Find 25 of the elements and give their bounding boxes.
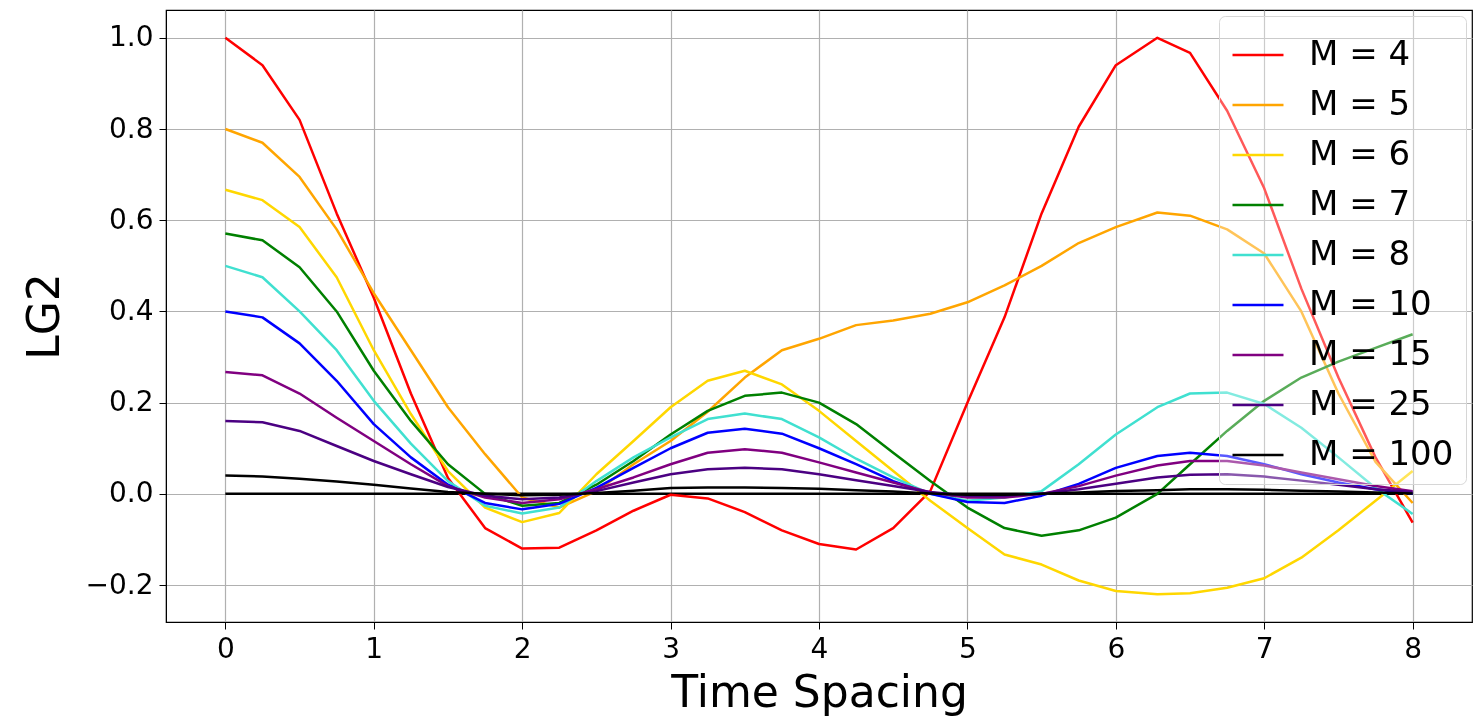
x-tick-label: 3	[662, 631, 681, 665]
x-tick-label: 5	[959, 631, 977, 665]
y-tick-label: 0.4	[108, 293, 154, 327]
x-tick-label: 8	[1404, 631, 1423, 665]
y-tick-label: 0.2	[108, 385, 154, 419]
legend-label: M = 8	[1309, 233, 1411, 273]
x-tick-label: 6	[1107, 631, 1126, 665]
legend-label: M = 6	[1309, 133, 1411, 173]
y-tick-label: 0.8	[108, 111, 154, 145]
y-tick-label: 0.6	[108, 202, 154, 236]
x-axis-title: Time Spacing	[670, 665, 968, 717]
legend-label: M = 10	[1309, 283, 1432, 323]
legend-label: M = 4	[1309, 33, 1411, 73]
x-tick-label: 4	[810, 631, 829, 665]
y-tick-label: −0.2	[85, 567, 154, 601]
x-tick-label: 0	[216, 631, 235, 665]
legend-label: M = 5	[1309, 83, 1411, 123]
y-tick-label: 1.0	[108, 20, 154, 54]
x-tick-label: 1	[365, 631, 384, 665]
x-tick-label: 7	[1255, 631, 1274, 665]
x-tick-label: 2	[513, 631, 532, 665]
legend-label: M = 25	[1309, 383, 1432, 423]
y-axis-title: LG2	[17, 273, 69, 360]
y-tick-label: 0.0	[108, 476, 154, 510]
legend-label: M = 7	[1309, 183, 1411, 223]
